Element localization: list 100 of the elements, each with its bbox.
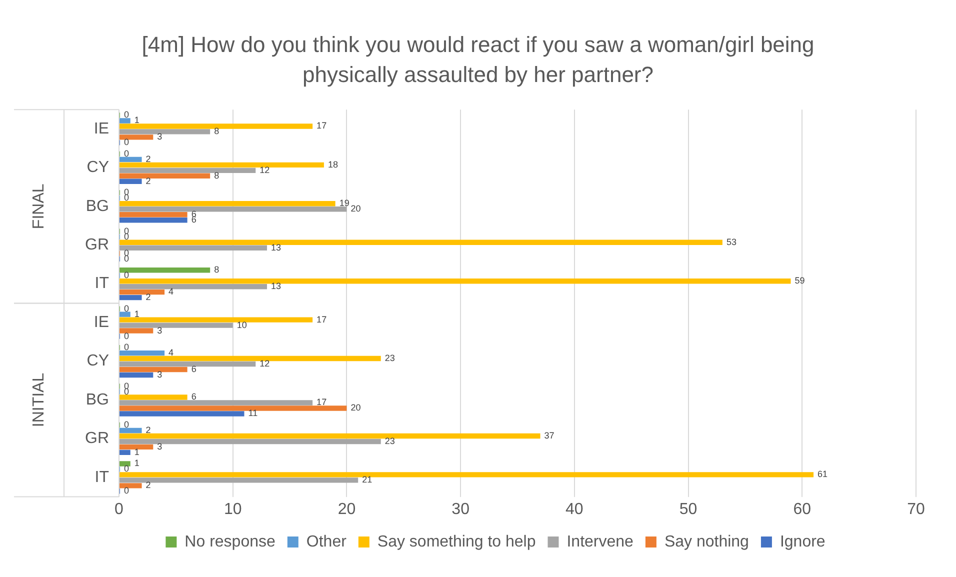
bar [120, 289, 165, 295]
data-label: 1 [134, 115, 140, 126]
data-label: 0 [124, 137, 130, 148]
bar [120, 284, 268, 290]
data-label: 6 [191, 392, 196, 402]
data-label: 23 [384, 353, 395, 364]
data-label: 0 [124, 303, 130, 314]
data-label: 20 [350, 204, 361, 214]
bar [120, 400, 313, 406]
data-label: 13 [271, 281, 282, 292]
legend-label: Say nothing [664, 533, 749, 550]
y-tick-label: IT [94, 468, 110, 486]
bar [120, 134, 154, 140]
x-tick-label: 30 [452, 500, 470, 518]
y-tick-label: BG [86, 391, 109, 408]
bar [120, 124, 313, 129]
data-label: 2 [146, 480, 151, 490]
y-tick-label: GR [85, 236, 109, 254]
x-tick-label: 40 [566, 500, 584, 518]
bar [120, 433, 540, 439]
data-label: 2 [146, 424, 151, 435]
data-label: 19 [339, 198, 350, 208]
bar [120, 118, 130, 124]
data-label: 3 [157, 441, 162, 452]
data-label: 53 [726, 236, 736, 247]
y-tick-label: IE [94, 314, 109, 331]
bar [120, 483, 142, 488]
bar [120, 212, 188, 218]
bar [120, 312, 130, 317]
data-label: 1 [134, 458, 140, 468]
data-label: 17 [316, 397, 327, 408]
y-tick-label: GR [85, 430, 109, 448]
data-label: 4 [168, 348, 174, 358]
bar [120, 294, 142, 300]
data-label: 3 [157, 132, 162, 142]
data-label: 2 [146, 154, 151, 164]
x-tick-label: 0 [114, 500, 124, 518]
bar [120, 450, 130, 456]
bar [120, 206, 347, 212]
bar [120, 478, 358, 483]
data-label: 8 [214, 264, 220, 275]
data-label: 37 [544, 430, 554, 440]
data-label: 0 [124, 270, 130, 280]
text: INITIAL [30, 372, 48, 428]
data-label: 1 [134, 446, 140, 457]
bar [120, 372, 154, 378]
data-label: 18 [328, 159, 338, 170]
bar [120, 245, 268, 250]
data-label: 12 [260, 164, 270, 175]
y-tick-label: IE [94, 120, 109, 138]
bar [120, 428, 142, 434]
chart-title: [4m] How do you think you would react if you saw a woman/girl being physically assaulted by her partner? [140, 31, 816, 89]
bar [120, 366, 188, 372]
data-label: 3 [157, 369, 162, 380]
y-tick-label: CY [86, 159, 110, 176]
data-label: 6 [191, 364, 196, 374]
x-tick-label: 20 [338, 500, 356, 518]
bar [120, 472, 814, 478]
data-label: 0 [124, 486, 130, 496]
data-label: 12 [260, 358, 270, 369]
data-label: 1 [134, 308, 140, 319]
data-label: 17 [316, 314, 327, 324]
bar [120, 438, 381, 444]
bar [120, 394, 188, 400]
data-label: 0 [124, 419, 130, 430]
x-tick-label: 10 [224, 500, 242, 518]
bar [120, 240, 722, 245]
y-tick-label: CY [86, 352, 110, 370]
data-label: 21 [362, 474, 372, 485]
bar [120, 356, 381, 362]
bar [120, 322, 233, 328]
bar [120, 406, 347, 411]
data-label: 20 [350, 402, 361, 413]
data-label: 11 [248, 408, 258, 418]
data-label: 61 [818, 469, 828, 480]
bar [120, 201, 336, 206]
legend-label: Ignore [780, 533, 826, 550]
bar [120, 162, 324, 168]
data-label: 0 [124, 330, 130, 341]
legend-label: No response [184, 533, 276, 550]
data-label: 2 [146, 176, 151, 186]
bar [120, 268, 210, 273]
legend-label: Other [306, 533, 348, 550]
data-label: 17 [316, 120, 327, 131]
y-tick-label: IT [94, 275, 110, 292]
bar [120, 178, 142, 184]
x-tick-label: 60 [793, 500, 812, 518]
bar [120, 156, 142, 162]
bar [120, 173, 210, 179]
data-label: 4 [168, 286, 174, 297]
data-label: 13 [271, 242, 282, 252]
bar [120, 411, 244, 416]
bar [120, 361, 256, 367]
bar [120, 278, 791, 284]
y-tick-label: BG [86, 198, 109, 215]
data-label: 0 [124, 464, 130, 474]
legend-label: Say something to help [377, 533, 536, 550]
bar [120, 328, 154, 334]
data-label: 0 [124, 110, 130, 120]
bar [120, 350, 165, 356]
